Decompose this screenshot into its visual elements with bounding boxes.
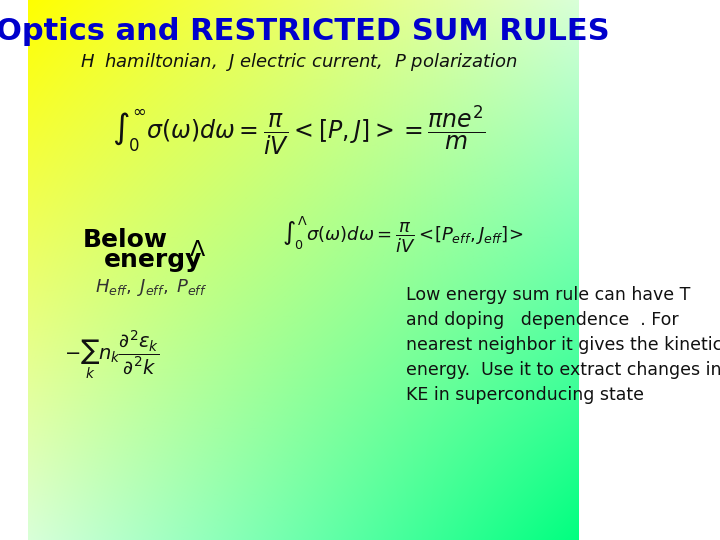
Text: energy: energy <box>104 248 202 272</box>
Text: $\Lambda$: $\Lambda$ <box>189 240 206 260</box>
Text: $H_{eff},\; J_{eff},\; P_{eff}$: $H_{eff},\; J_{eff},\; P_{eff}$ <box>95 278 207 299</box>
Text: $\int_0^{\Lambda} \sigma(\omega)d\omega = \dfrac{\pi}{iV} <\!\left[ P_{eff}, J_{: $\int_0^{\Lambda} \sigma(\omega)d\omega … <box>282 215 523 255</box>
Text: $\int_0^{\infty} \sigma(\omega)d\omega = \dfrac{\pi}{iV} < [P, J] >= \dfrac{\pi : $\int_0^{\infty} \sigma(\omega)d\omega =… <box>112 103 486 157</box>
Text: Optics and RESTRICTED SUM RULES: Optics and RESTRICTED SUM RULES <box>0 17 610 46</box>
Text: $H\;$ hamiltonian,  $J$ electric current,  $P$ polarization: $H\;$ hamiltonian, $J$ electric current,… <box>81 51 518 73</box>
Text: $-\sum_{k} n_k \dfrac{\partial^2 \varepsilon_k}{\partial^2 k}$: $-\sum_{k} n_k \dfrac{\partial^2 \vareps… <box>64 329 160 381</box>
Text: Below: Below <box>83 228 168 252</box>
Text: Low energy sum rule can have T
and doping   dependence  . For
nearest neighbor i: Low energy sum rule can have T and dopin… <box>406 286 720 404</box>
